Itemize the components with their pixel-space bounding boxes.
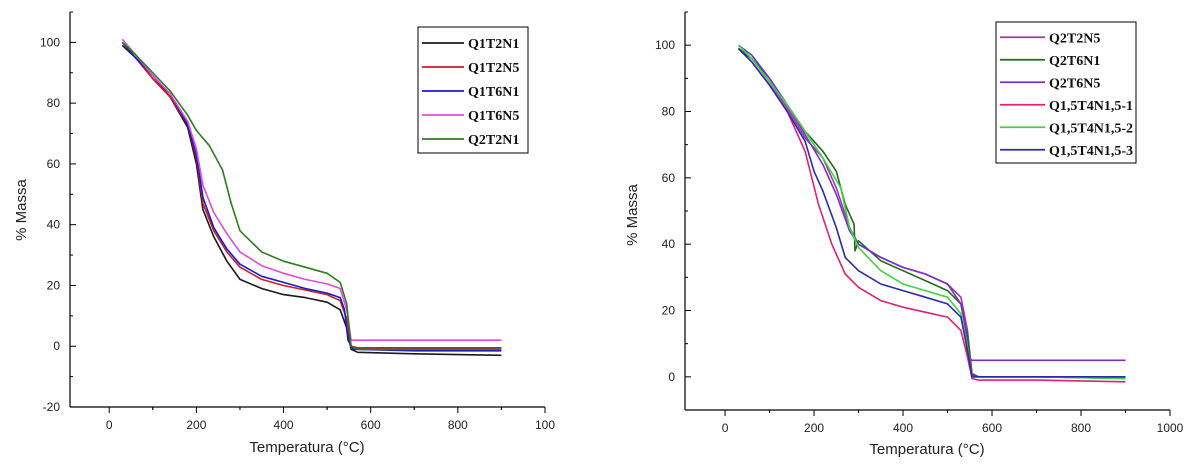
x-axis-label: Temperatura (°C) <box>249 439 364 456</box>
y-tick-label: 60 <box>662 171 676 185</box>
x-tick-label: 100 <box>535 418 555 432</box>
y-tick-label: 80 <box>662 105 676 119</box>
legend-label: Q1T2N1 <box>468 37 519 52</box>
legend-label: Q1T6N5 <box>468 109 519 124</box>
x-tick-label: 0 <box>106 418 113 432</box>
x-tick-label: 0 <box>722 421 729 435</box>
legend-label: Q2T2N1 <box>468 133 519 148</box>
y-tick-label: 0 <box>668 370 675 384</box>
y-tick-label: 20 <box>662 304 676 318</box>
x-tick-label: 800 <box>1071 421 1091 435</box>
y-tick-label: 0 <box>53 339 60 353</box>
legend-box <box>417 26 529 154</box>
x-tick-label: 400 <box>893 421 913 435</box>
x-tick-label: 200 <box>804 421 824 435</box>
legend-label: Q1,5T4N1,5-2 <box>1049 121 1133 136</box>
legend-box <box>995 21 1137 164</box>
legend-label: Q1,5T4N1,5-1 <box>1049 99 1133 114</box>
x-tick-label: 200 <box>186 418 206 432</box>
series-line-Q1,5T4N1,5-3 <box>737 47 1126 378</box>
y-tick-label: 40 <box>47 218 61 232</box>
y-tick-label: 20 <box>47 278 61 292</box>
y-tick-label: 40 <box>662 237 676 251</box>
legend-label: Q1T6N1 <box>468 85 519 100</box>
legend-label: Q2T2N5 <box>1049 31 1100 46</box>
x-tick-label: 400 <box>274 418 294 432</box>
y-axis-label: % Massa <box>13 179 30 241</box>
legend-label: Q1T2N5 <box>468 61 519 76</box>
chart-1: -20 0 20 40 60 80 100 0 200 400 600 800 100 % Massa Te… <box>13 11 555 456</box>
x-tick-label: 1000 <box>1157 421 1184 435</box>
y-tick-label: 100 <box>40 35 60 49</box>
x-axis-label: Temperatura (°C) <box>869 441 984 458</box>
y-axis-label: % Massa <box>624 184 641 246</box>
y-tick-label: -20 <box>43 400 61 414</box>
y-tick-label: 100 <box>655 38 675 52</box>
y-tick-label: 60 <box>47 157 61 171</box>
series-line-Q2T2N1 <box>121 41 502 351</box>
y-tick-label: 80 <box>47 96 61 110</box>
legend-label: Q1,5T4N1,5-3 <box>1049 144 1133 159</box>
legend-label: Q2T6N1 <box>1049 54 1100 69</box>
x-tick-label: 800 <box>448 418 468 432</box>
x-tick-label: 600 <box>361 418 381 432</box>
legend-label: Q2T6N5 <box>1049 76 1100 91</box>
x-tick-label: 600 <box>982 421 1002 435</box>
